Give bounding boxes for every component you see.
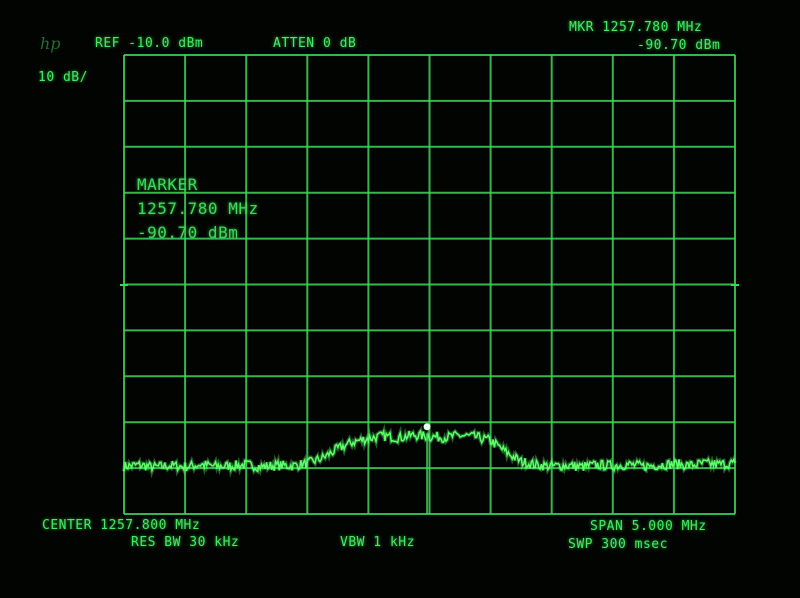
marker-box-title: MARKER [137,175,198,194]
center-frequency: CENTER 1257.800 MHz [42,518,201,533]
attenuation: ATTEN 0 dB [273,36,357,51]
trace-line [123,428,736,474]
marker-level-readout: -90.70 dBm [637,38,721,53]
marker-box-frequency: 1257.780 MHz [137,199,259,218]
marker-frequency-readout: MKR 1257.780 MHz [569,20,703,35]
sweep-time: SWP 300 msec [568,537,668,552]
scale-per-div: 10 dB/ [38,70,88,85]
ref-level: REF -10.0 dBm [95,36,204,51]
hp-logo: hp [40,34,61,53]
resolution-bandwidth: RES BW 30 kHz [131,535,240,550]
span: SPAN 5.000 MHz [590,519,707,534]
video-bandwidth: VBW 1 kHz [340,535,415,550]
marker-box-level: -90.70 dBm [137,223,239,242]
marker-dot [423,423,431,431]
